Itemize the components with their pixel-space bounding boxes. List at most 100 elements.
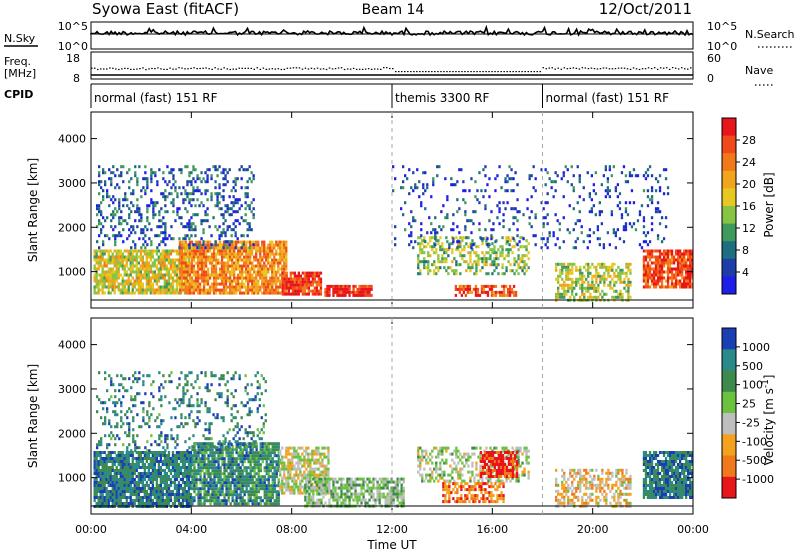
heatmap-cell bbox=[99, 252, 102, 256]
heatmap-cell bbox=[189, 463, 193, 466]
heatmap-cell bbox=[147, 478, 151, 481]
heatmap-cell bbox=[434, 231, 437, 235]
heatmap-cell bbox=[656, 180, 660, 184]
heatmap-cell bbox=[137, 475, 141, 478]
heatmap-cell bbox=[149, 502, 153, 505]
heatmap-cell bbox=[271, 270, 274, 274]
heatmap-cell bbox=[295, 283, 299, 287]
heatmap-cell bbox=[612, 228, 616, 232]
heatmap-cell bbox=[505, 236, 508, 240]
heatmap-cell bbox=[241, 240, 244, 244]
heatmap-cell bbox=[109, 270, 112, 274]
heatmap-cell bbox=[145, 279, 149, 283]
heatmap-cell bbox=[571, 292, 574, 296]
heatmap-cell bbox=[588, 195, 592, 199]
heatmap-cell bbox=[263, 252, 266, 256]
heatmap-cell bbox=[131, 270, 134, 274]
heatmap-cell bbox=[427, 254, 430, 258]
heatmap-cell bbox=[458, 284, 462, 288]
heatmap-cell bbox=[575, 265, 578, 269]
heatmap-cell bbox=[585, 289, 588, 293]
heatmap-cell bbox=[107, 469, 110, 472]
heatmap-cell bbox=[125, 484, 128, 487]
heatmap-cell bbox=[194, 249, 198, 253]
heatmap-cell bbox=[106, 192, 109, 196]
heatmap-cell bbox=[681, 282, 684, 286]
heatmap-cell bbox=[163, 279, 167, 283]
heatmap-cell bbox=[209, 451, 212, 455]
heatmap-cell bbox=[214, 279, 218, 283]
heatmap-cell bbox=[283, 255, 286, 259]
heatmap-cell bbox=[163, 276, 167, 280]
heatmap-cell bbox=[172, 204, 175, 208]
heatmap-cell bbox=[107, 460, 110, 463]
heatmap-cell bbox=[111, 475, 114, 478]
heatmap-cell bbox=[451, 251, 454, 255]
heatmap-cell bbox=[251, 279, 254, 283]
heatmap-cell bbox=[169, 291, 173, 295]
heatmap-cell bbox=[261, 243, 264, 247]
heatmap-cell bbox=[183, 279, 187, 283]
heatmap-cell bbox=[111, 496, 114, 499]
freq-point bbox=[407, 71, 409, 73]
heatmap-cell bbox=[189, 472, 193, 475]
heatmap-cell bbox=[261, 240, 264, 244]
heatmap-cell bbox=[215, 469, 218, 473]
heatmap-cell bbox=[129, 249, 132, 253]
freq-point bbox=[358, 68, 361, 70]
heatmap-cell bbox=[281, 292, 284, 296]
heatmap-cell bbox=[200, 273, 204, 277]
heatmap-cell bbox=[220, 243, 224, 247]
heatmap-cell bbox=[504, 207, 507, 211]
heatmap-cell bbox=[182, 270, 186, 274]
heatmap-cell bbox=[273, 252, 276, 256]
heatmap-cell bbox=[432, 183, 435, 187]
freq-point bbox=[169, 67, 171, 69]
heatmap-cell bbox=[642, 216, 646, 220]
heatmap-cell bbox=[664, 216, 668, 220]
freq-point bbox=[671, 67, 674, 69]
heatmap-cell bbox=[608, 168, 612, 172]
heatmap-cell bbox=[253, 258, 256, 262]
heatmap-cell bbox=[495, 263, 498, 267]
heatmap-cell bbox=[131, 481, 134, 484]
heatmap-cell bbox=[674, 279, 678, 283]
heatmap-cell bbox=[561, 265, 564, 269]
heatmap-cell bbox=[269, 264, 272, 268]
heatmap-cell bbox=[488, 177, 491, 181]
heatmap-cell bbox=[121, 258, 124, 262]
heatmap-cell bbox=[127, 285, 130, 289]
heatmap-cell bbox=[200, 222, 203, 226]
heatmap-cell bbox=[192, 267, 196, 271]
heatmap-cell bbox=[423, 260, 426, 264]
heatmap-cell bbox=[650, 189, 654, 193]
heatmap-cell bbox=[243, 285, 246, 289]
heatmap-cell bbox=[175, 469, 179, 472]
heatmap-cell bbox=[598, 237, 602, 241]
heatmap-cell bbox=[233, 243, 236, 247]
heatmap-cell bbox=[620, 216, 624, 220]
heatmap-cell bbox=[150, 240, 153, 244]
heatmap-cell bbox=[119, 255, 122, 259]
heatmap-cell bbox=[177, 457, 181, 460]
heatmap-cell bbox=[589, 286, 592, 290]
heatmap-cell bbox=[199, 487, 202, 491]
heatmap-cell bbox=[319, 289, 323, 293]
heatmap-cell bbox=[285, 255, 288, 259]
heatmap-cell bbox=[167, 282, 171, 286]
heatmap-cell bbox=[192, 198, 195, 202]
heatmap-cell bbox=[589, 283, 592, 287]
heatmap-cell bbox=[557, 295, 560, 299]
heatmap-cell bbox=[135, 264, 138, 268]
heatmap-cell bbox=[185, 475, 189, 478]
heatmap-cell bbox=[244, 207, 247, 211]
freq-point bbox=[97, 68, 99, 71]
heatmap-cell bbox=[222, 189, 225, 193]
heatmap-cell bbox=[445, 236, 448, 240]
heatmap-cell bbox=[664, 177, 668, 181]
heatmap-cell bbox=[676, 282, 680, 286]
heatmap-cell bbox=[180, 246, 184, 250]
heatmap-cell bbox=[95, 490, 98, 493]
heatmap-cell bbox=[115, 460, 118, 463]
freq-point bbox=[530, 71, 532, 73]
